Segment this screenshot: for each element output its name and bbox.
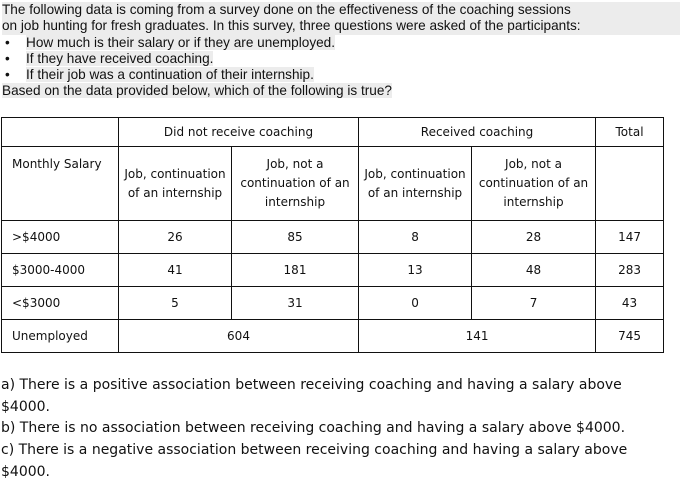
subheader-cell: Job, not a continuation of an internship xyxy=(230,146,360,221)
answer-choice-c: c) There is a negative association betwe… xyxy=(1,442,628,480)
table-cell: 8 xyxy=(358,220,473,254)
row-label: >$4000 xyxy=(1,220,119,254)
table-subheader-row: Monthly Salary Job, continuation of an i… xyxy=(1,146,665,221)
table-header-row: Did not receive coaching Received coachi… xyxy=(1,117,665,147)
survey-question-list: • How much is their salary or if they are… xyxy=(2,34,680,84)
survey-data-table: Did not receive coaching Received coachi… xyxy=(1,117,665,353)
subheader-cell: Job, continuation of an internship xyxy=(118,146,232,221)
row-label: $3000-4000 xyxy=(1,253,119,287)
header-coaching: Received coaching xyxy=(358,117,597,147)
survey-question-item: • If they have received coaching. xyxy=(5,50,214,66)
answer-choices: a) There is a positive association betwe… xyxy=(1,375,661,484)
table-cell: 28 xyxy=(471,220,597,254)
answer-choice-a: a) There is a positive association betwe… xyxy=(1,377,622,415)
unemployed-coaching: 141 xyxy=(358,319,597,353)
subheader-cell: Job, not a continuation of an internship xyxy=(471,146,597,221)
table-cell: 85 xyxy=(230,220,360,254)
row-label: <$3000 xyxy=(1,286,119,320)
unemployed-no-coaching: 604 xyxy=(117,319,360,353)
row-total: 147 xyxy=(595,220,665,254)
header-total: Total xyxy=(595,117,665,147)
header-no-coaching: Did not receive coaching xyxy=(117,117,360,147)
table-row-unemployed: Unemployed 604 141 745 xyxy=(1,319,665,353)
table-cell: 48 xyxy=(471,253,597,287)
row-total: 43 xyxy=(595,286,665,320)
table-cell: 13 xyxy=(358,253,473,287)
subheader-cell: Job, continuation of an internship xyxy=(358,146,473,221)
table-row: <$3000 5 31 0 7 43 xyxy=(1,286,665,320)
question-intro: The following data is coming from a surv… xyxy=(2,2,680,100)
table-cell: 26 xyxy=(118,220,232,254)
survey-question-item: • How much is their salary or if they are… xyxy=(5,34,336,50)
table-row: >$4000 26 85 8 28 147 xyxy=(1,220,665,254)
row-total: 283 xyxy=(595,253,665,287)
table-cell: 5 xyxy=(118,286,232,320)
row-total: 745 xyxy=(595,319,665,353)
question-prompt: Based on the data provided below, which … xyxy=(2,83,392,99)
survey-question-item: • If their job was a continuation of thei… xyxy=(5,67,314,83)
answer-choice-b: b) There is no association between recei… xyxy=(1,420,626,437)
intro-line-2: on job hunting for fresh graduates. In t… xyxy=(2,18,680,35)
intro-line-1: The following data is coming from a surv… xyxy=(2,2,680,19)
bullet-icon: • xyxy=(5,67,10,83)
subheader-total-empty xyxy=(595,146,665,221)
row-label: Unemployed xyxy=(1,319,119,353)
table-row: $3000-4000 41 181 13 48 283 xyxy=(1,253,665,287)
table-cell: 41 xyxy=(118,253,232,287)
table-cell: 7 xyxy=(471,286,597,320)
bullet-icon: • xyxy=(5,34,10,50)
table-cell: 31 xyxy=(230,286,360,320)
header-monthly-salary: Monthly Salary xyxy=(1,146,119,221)
table-cell: 0 xyxy=(358,286,473,320)
bullet-icon: • xyxy=(5,50,10,66)
table-corner-cell xyxy=(1,117,119,147)
table-cell: 181 xyxy=(230,253,360,287)
